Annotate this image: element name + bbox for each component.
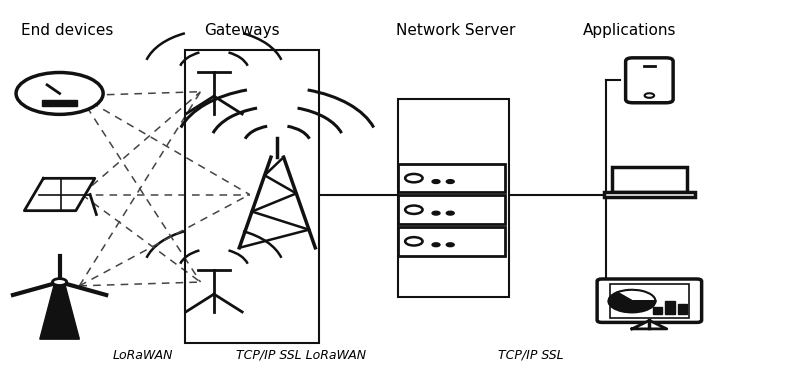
Bar — [398, 164, 505, 193]
Bar — [185, 50, 319, 343]
Bar — [604, 192, 695, 197]
Circle shape — [16, 72, 103, 114]
Circle shape — [446, 180, 454, 184]
Text: LoRaWAN: LoRaWAN — [113, 349, 173, 362]
Text: Network Server: Network Server — [396, 23, 515, 38]
Circle shape — [432, 211, 440, 215]
Bar — [653, 307, 662, 314]
Bar — [612, 167, 687, 192]
Text: End devices: End devices — [22, 23, 114, 38]
Text: Gateways: Gateways — [204, 23, 279, 38]
Circle shape — [53, 279, 66, 286]
Text: Applications: Applications — [583, 23, 676, 38]
FancyBboxPatch shape — [626, 58, 673, 103]
Text: TCP/IP SSL LoRaWAN: TCP/IP SSL LoRaWAN — [236, 349, 366, 362]
Text: TCP/IP SSL: TCP/IP SSL — [498, 349, 563, 362]
Bar — [398, 195, 505, 224]
Bar — [398, 227, 505, 256]
Bar — [398, 99, 510, 297]
Polygon shape — [632, 321, 666, 329]
Bar — [678, 304, 687, 314]
Circle shape — [432, 243, 440, 247]
Polygon shape — [24, 178, 95, 211]
Bar — [666, 301, 674, 314]
Wedge shape — [617, 290, 655, 301]
Polygon shape — [40, 282, 79, 339]
Circle shape — [446, 211, 454, 215]
Bar — [42, 100, 77, 106]
Circle shape — [446, 243, 454, 247]
Wedge shape — [609, 293, 655, 312]
FancyBboxPatch shape — [597, 279, 702, 322]
Bar — [610, 284, 689, 318]
Circle shape — [432, 180, 440, 184]
